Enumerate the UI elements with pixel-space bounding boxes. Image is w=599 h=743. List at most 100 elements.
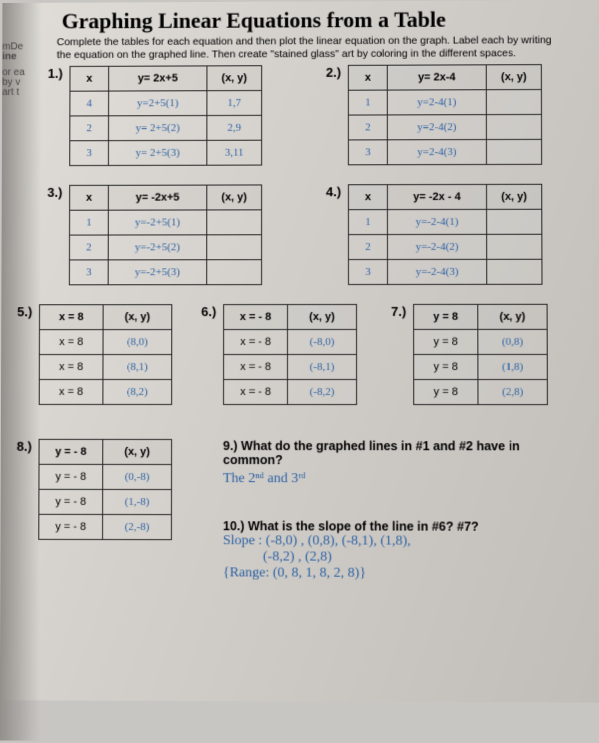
- col-eq: y= 2x-4: [387, 65, 486, 90]
- cell: 1: [348, 210, 387, 235]
- cell: 2: [348, 235, 387, 260]
- instructions: Complete the tables for each equation an…: [57, 34, 569, 62]
- table-p5: x = 8 (x, y) x = 8 (8,0) x = 8 (8,1) x =…: [39, 304, 173, 405]
- cell: 1: [348, 90, 387, 115]
- cell: x = - 8: [224, 330, 288, 355]
- problem-number: 1.): [48, 66, 63, 81]
- col-x: x: [70, 186, 109, 211]
- cell: [487, 235, 542, 260]
- col-eq: y= 2x+5: [109, 66, 207, 91]
- col-xy: (x, y): [486, 65, 541, 90]
- cell: y = - 8: [39, 515, 103, 540]
- page-edge: mDe ine or ea by v art t: [0, 3, 42, 741]
- table-p6: x = - 8 (x, y) x = - 8 (-8,0) x = - 8 (-…: [223, 304, 357, 405]
- table-p3: x y= -2x+5 (x, y) 1 y=-2+5(1) 2 y=-2+5(2…: [69, 185, 262, 286]
- cell: [207, 235, 262, 260]
- col-h: x = 8: [39, 305, 103, 330]
- col-eq: y= -2x - 4: [387, 185, 486, 210]
- cell: 1,7: [207, 91, 262, 116]
- cell: x = 8: [39, 330, 103, 355]
- cell: [486, 140, 541, 165]
- cell: y=-2+5(3): [108, 260, 207, 285]
- col-xy: (x, y): [478, 305, 547, 330]
- cell: 2: [69, 235, 108, 260]
- cell: (1,-8): [103, 490, 172, 515]
- cell: y=-2-4(3): [387, 260, 486, 285]
- col-h: y = 8: [414, 305, 478, 330]
- question-9: 9.) What do the graphed lines in #1 and …: [223, 439, 554, 467]
- cell: x = - 8: [224, 355, 288, 380]
- cell: y=2+5(1): [109, 91, 207, 116]
- table-p2: x y= 2x-4 (x, y) 1 y=2-4(1) 2 y=2-4(2) 3…: [348, 64, 542, 165]
- cell: [207, 210, 262, 235]
- cell: (0,-8): [103, 465, 172, 490]
- answer-9: The 2ⁿᵈ and 3ʳᵈ: [223, 471, 554, 488]
- cell: [487, 260, 542, 285]
- col-eq: y= -2x+5: [108, 185, 206, 210]
- cell: [207, 260, 262, 285]
- answer-10a: Slope : (-8,0) , (0,8), (-8,1), (1,8),: [223, 533, 585, 550]
- cell: (1,8): [478, 355, 547, 380]
- cell: y = - 8: [39, 490, 103, 515]
- problem-number: 2.): [326, 65, 341, 80]
- edge-frag: ine: [2, 52, 42, 62]
- page-title: Graphing Linear Equations from a Table: [62, 6, 599, 34]
- cell: 2: [348, 115, 387, 140]
- col-x: x: [70, 67, 109, 92]
- col-x: x: [348, 65, 387, 90]
- cell: 1: [70, 210, 109, 235]
- cell: 2,9: [207, 116, 262, 141]
- cell: y=-2-4(2): [387, 235, 486, 260]
- problem-number: 7.): [391, 304, 406, 319]
- cell: (-8,1): [287, 355, 356, 380]
- cell: (-8,0): [288, 330, 357, 355]
- answer-10c: {Range: (0, 8, 1, 8, 2, 8)}: [223, 566, 585, 583]
- problem-number: 5.): [17, 305, 32, 320]
- col-x: x: [348, 185, 387, 210]
- cell: [486, 90, 541, 115]
- table-p8: y = - 8 (x, y) y = - 8 (0,-8) y = - 8 (1…: [38, 439, 172, 540]
- cell: (2,-8): [103, 515, 172, 540]
- col-xy: (x, y): [103, 440, 172, 465]
- cell: 4: [70, 91, 109, 116]
- cell: 3: [348, 260, 387, 285]
- cell: y= 2+5(2): [108, 116, 206, 141]
- cell: y = 8: [414, 330, 478, 355]
- cell: (2,8): [478, 380, 547, 405]
- cell: 3: [348, 140, 387, 165]
- table-p1: x y= 2x+5 (x, y) 4 y=2+5(1) 1,7 2 y= 2+5…: [69, 65, 262, 166]
- cell: y = 8: [414, 355, 478, 380]
- problem-number: 8.): [17, 439, 32, 454]
- cell: 3: [70, 141, 109, 166]
- cell: y = 8: [414, 380, 478, 405]
- cell: 2: [70, 116, 109, 141]
- col-xy: (x, y): [487, 185, 542, 210]
- cell: y=-2+5(2): [108, 235, 207, 260]
- col-h: y = - 8: [39, 440, 103, 465]
- table-p7: y = 8 (x, y) y = 8 (0,8) y = 8 (1,8) y =…: [413, 304, 548, 405]
- cell: [486, 115, 541, 140]
- cell: [487, 210, 542, 235]
- cell: y=2-4(3): [387, 140, 486, 165]
- cell: (8,1): [103, 355, 172, 380]
- col-xy: (x, y): [288, 305, 357, 330]
- cell: y= 2+5(3): [108, 141, 206, 166]
- edge-frag: art t: [2, 88, 42, 98]
- cell: 3,11: [207, 140, 262, 165]
- cell: (8,2): [103, 380, 172, 405]
- problem-number: 6.): [201, 304, 216, 319]
- cell: (0,8): [478, 330, 547, 355]
- col-xy: (x, y): [207, 185, 262, 210]
- cell: y = - 8: [39, 465, 103, 490]
- cell: (8,0): [103, 330, 172, 355]
- col-xy: (x, y): [207, 66, 262, 91]
- problem-number: 4.): [326, 185, 341, 200]
- cell: 3: [69, 260, 108, 285]
- cell: y=2-4(1): [387, 90, 486, 115]
- cell: x = 8: [39, 380, 103, 405]
- cell: y=-2+5(1): [108, 210, 207, 235]
- col-h: x = - 8: [224, 305, 288, 330]
- col-xy: (x, y): [103, 305, 172, 330]
- table-p4: x y= -2x - 4 (x, y) 1 y=-2-4(1) 2 y=-2-4…: [348, 184, 543, 285]
- answer-10b: (-8,2) , (2,8): [263, 550, 585, 567]
